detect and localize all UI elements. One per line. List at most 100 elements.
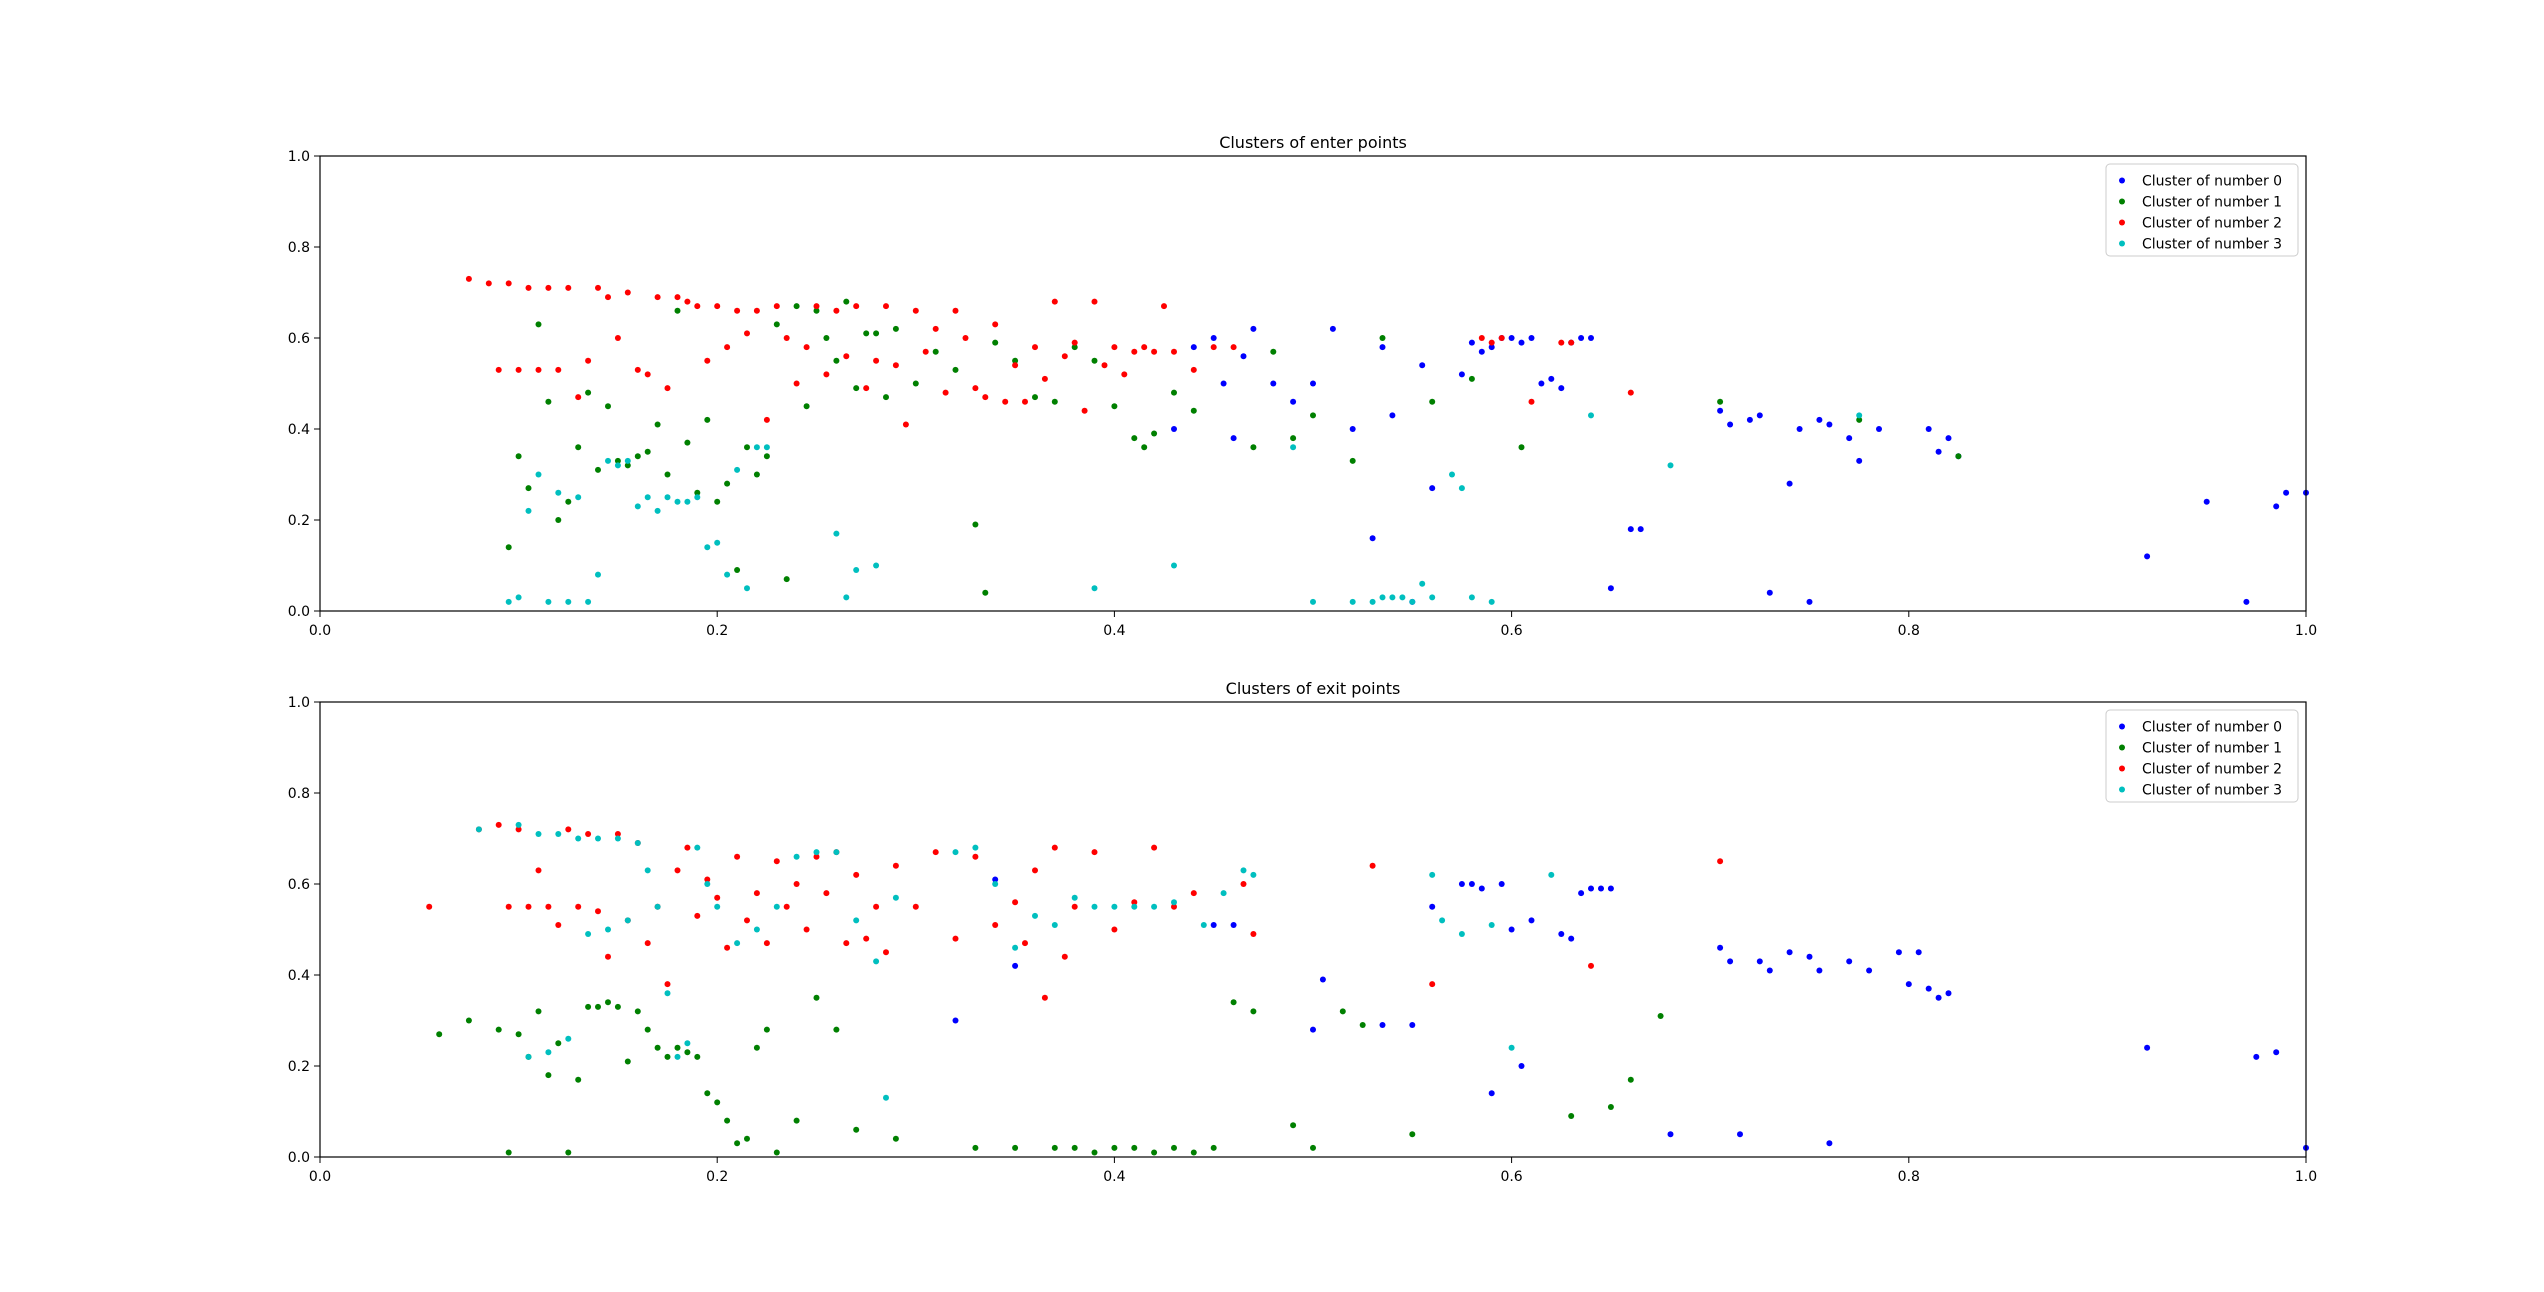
- point-cluster-2: [505, 903, 512, 910]
- legend-label: Cluster of number 3: [2142, 783, 2282, 799]
- point-cluster-2: [1498, 335, 1505, 341]
- x-tick-label: 0.8: [1898, 1169, 1920, 1185]
- point-cluster-2: [892, 362, 899, 369]
- point-cluster-2: [1121, 371, 1128, 378]
- point-cluster-2: [1111, 344, 1118, 351]
- point-cluster-0: [1915, 949, 1922, 956]
- point-cluster-0: [1756, 412, 1763, 419]
- y-tick-label: 0.0: [288, 1150, 310, 1166]
- point-cluster-0: [952, 1017, 959, 1024]
- point-cluster-2: [1081, 407, 1088, 414]
- y-tick-label: 0.4: [288, 968, 310, 984]
- point-cluster-1: [992, 339, 999, 346]
- point-cluster-2: [873, 357, 880, 364]
- point-cluster-2: [1022, 398, 1028, 405]
- point-cluster-0: [2273, 1049, 2280, 1056]
- point-cluster-1: [734, 567, 741, 573]
- point-cluster-0: [1945, 435, 1952, 442]
- point-cluster-2: [664, 385, 671, 392]
- point-cluster-0: [1012, 962, 1019, 969]
- point-cluster-1: [515, 1031, 522, 1038]
- point-cluster-1: [664, 1053, 671, 1060]
- point-cluster-3: [644, 867, 651, 874]
- point-cluster-3: [1379, 594, 1386, 601]
- point-cluster-1: [664, 471, 671, 478]
- point-cluster-1: [565, 1149, 572, 1156]
- point-cluster-1: [605, 403, 611, 410]
- legend-label: Cluster of number 3: [2142, 237, 2282, 253]
- point-cluster-2: [1558, 339, 1565, 346]
- point-cluster-2: [565, 284, 572, 291]
- point-cluster-3: [525, 507, 532, 514]
- x-tick-label: 0.0: [309, 623, 331, 639]
- point-cluster-3: [1856, 412, 1863, 419]
- point-cluster-2: [674, 867, 681, 874]
- point-cluster-0: [1429, 485, 1436, 492]
- point-cluster-0: [1846, 435, 1853, 442]
- point-cluster-3: [614, 462, 621, 469]
- exit-points-plot: Clusters of exit points 0.0 0.2 0.4 0.6 0.8 1…: [288, 679, 2317, 1185]
- point-cluster-1: [1270, 348, 1277, 355]
- point-cluster-3: [694, 494, 701, 501]
- point-cluster-0: [1727, 958, 1734, 965]
- point-cluster-2: [1240, 881, 1247, 887]
- point-cluster-1: [1141, 444, 1148, 451]
- point-cluster-1: [1111, 1144, 1118, 1151]
- point-cluster-2: [813, 853, 820, 860]
- point-cluster-3: [1588, 412, 1594, 419]
- point-cluster-1: [545, 1072, 552, 1079]
- point-cluster-2: [1171, 348, 1177, 355]
- scatter-points: [465, 275, 2309, 605]
- point-cluster-3: [813, 849, 820, 856]
- point-cluster-3: [972, 844, 979, 851]
- point-cluster-1: [704, 416, 711, 423]
- point-cluster-0: [1717, 944, 1724, 951]
- point-cluster-0: [2243, 598, 2250, 605]
- point-cluster-3: [634, 503, 641, 510]
- point-cluster-1: [605, 999, 611, 1006]
- point-cluster-0: [1518, 339, 1525, 346]
- point-cluster-3: [1419, 580, 1426, 587]
- point-cluster-2: [585, 357, 592, 364]
- point-cluster-1: [436, 1031, 443, 1038]
- point-cluster-1: [634, 1008, 641, 1015]
- point-cluster-3: [1220, 890, 1227, 897]
- point-cluster-1: [1429, 398, 1436, 405]
- point-cluster-1: [763, 1026, 770, 1033]
- point-cluster-3: [1171, 899, 1177, 906]
- point-cluster-0: [2203, 498, 2210, 505]
- point-cluster-1: [724, 1117, 731, 1124]
- y-tick-label: 1.0: [288, 149, 310, 165]
- point-cluster-3: [883, 1094, 889, 1101]
- point-cluster-2: [605, 953, 611, 960]
- exit-plot-title: Clusters of exit points: [1226, 679, 1401, 698]
- point-cluster-1: [614, 457, 621, 464]
- point-cluster-0: [1508, 926, 1515, 933]
- point-cluster-3: [555, 489, 562, 496]
- point-cluster-3: [1171, 562, 1177, 569]
- point-cluster-3: [853, 567, 860, 573]
- point-cluster-2: [505, 280, 512, 287]
- point-cluster-2: [1171, 903, 1177, 910]
- point-cluster-2: [1588, 962, 1594, 969]
- point-cluster-2: [1071, 903, 1078, 910]
- point-cluster-1: [515, 453, 522, 460]
- point-cluster-1: [972, 521, 979, 528]
- point-cluster-0: [992, 876, 999, 883]
- point-cluster-1: [1955, 453, 1962, 460]
- point-cluster-1: [654, 421, 661, 428]
- point-cluster-3: [644, 494, 651, 501]
- x-tick-label: 0.2: [706, 1169, 728, 1185]
- point-cluster-3: [684, 1040, 691, 1047]
- y-tick-label: 0.8: [288, 786, 310, 802]
- point-cluster-1: [932, 348, 939, 355]
- point-cluster-0: [1846, 958, 1853, 965]
- point-cluster-2: [1032, 344, 1038, 351]
- point-cluster-2: [595, 908, 601, 915]
- point-cluster-3: [654, 903, 661, 910]
- point-cluster-0: [1409, 1022, 1416, 1028]
- point-cluster-1: [883, 394, 889, 401]
- point-cluster-1: [1171, 389, 1177, 396]
- point-cluster-2: [803, 344, 810, 351]
- scatter-points: [426, 821, 2309, 1156]
